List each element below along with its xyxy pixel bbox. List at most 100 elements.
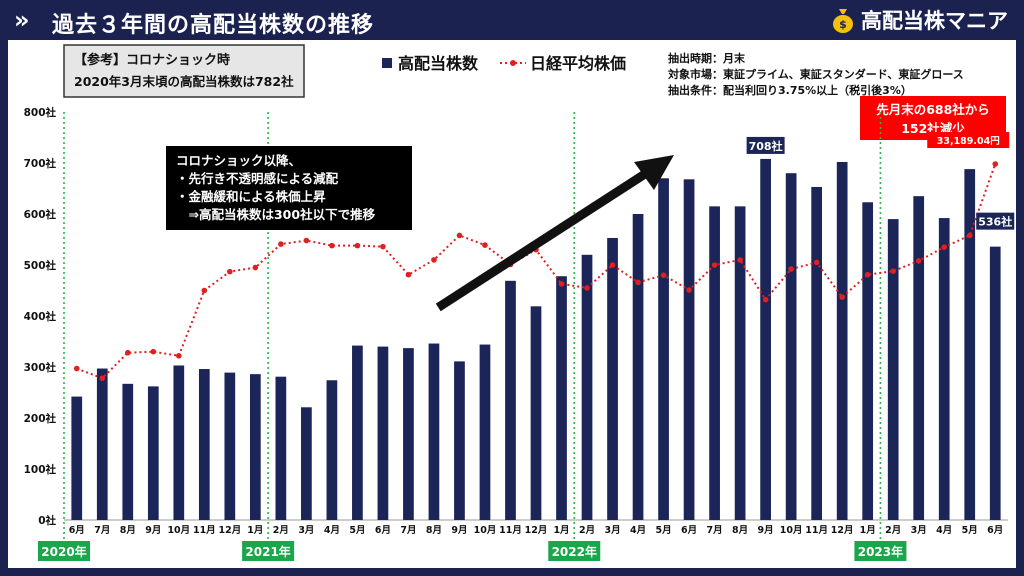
bar [734,206,746,520]
nikkei-point [660,272,667,278]
bar-value-label: 708社 [749,139,783,153]
x-tick-label: 8月 [120,525,136,536]
nikkei-point [711,262,718,268]
x-tick-label: 11月 [805,525,828,536]
nikkei-point [941,244,948,250]
reference-line2: 2020年3月末頃の高配当株数は782社 [74,74,294,89]
x-tick-label: 12月 [218,525,241,536]
svg-text:$: $ [839,18,847,31]
page-title: 過去３年間の高配当株数の推移 [52,13,375,38]
x-tick-label: 6月 [69,525,85,536]
reference-line1: 【参考】コロナショック時 [74,52,230,68]
bar [301,407,312,520]
nikkei-point [762,296,769,303]
chart-panel: 【参考】コロナショック時 2020年3月末頃の高配当株数は782社 高配当株数 … [8,40,1016,568]
year-label: 2023年 [858,544,903,559]
y-tick-label: 300社 [24,361,57,374]
bar-value-badge [976,212,1015,230]
black-callout-box: コロナショック以降、 ・先行き不透明感による減配 ・金融緩和による株価上昇 ⇒高… [166,146,412,230]
x-tick-label: 10月 [167,525,190,536]
bar [683,179,695,520]
year-badge [548,541,601,561]
bar [938,218,950,520]
y-tick-label: 200社 [24,412,57,425]
x-tick-label: 6月 [375,525,391,536]
bar [479,344,491,520]
nikkei-point [813,259,820,266]
bar [326,380,338,520]
bar [122,383,134,520]
bar [505,280,516,520]
nikkei-value-badge [927,132,1010,149]
nikkei-point [431,257,437,263]
x-tick-label: 7月 [94,525,110,536]
red-box-line1: 先月末の688社から [876,102,990,117]
x-tick-label: 1月 [860,525,876,536]
bar [556,276,567,520]
chart: 【参考】コロナショック時 2020年3月末頃の高配当株数は782社 高配当株数 … [24,44,1015,561]
callout-line4: ⇒高配当株数は300社以下で推移 [176,207,376,222]
nikkei-point [788,266,794,272]
x-tick-label: 4月 [630,525,646,536]
x-tick-label: 6月 [987,525,1003,536]
legend-line-label: 日経平均株価 [530,54,626,73]
callout-line1: コロナショック以降、 [176,153,301,168]
bar-value-label: 536社 [978,215,1012,229]
bar [785,173,797,520]
x-tick-label: 7月 [707,525,723,536]
bar [862,202,874,520]
nikkei-point [992,161,999,167]
x-tick-label: 9月 [758,525,774,536]
x-tick-label: 8月 [732,525,748,536]
nikkei-point [201,287,208,294]
conditions: 抽出時期：月末 対象市場：東証プライム、東証スタンダード、東証グロース 抽出条件… [667,51,964,97]
nikkei-point [227,268,233,275]
x-tick-label: 11月 [499,525,522,536]
nikkei-point [839,294,845,300]
x-tick-label: 9月 [451,525,467,536]
bar [71,396,83,520]
bar [658,178,669,521]
legend-bar-swatch [382,58,392,68]
condition-2: 対象市場：東証プライム、東証スタンダード、東証グロース [667,67,964,81]
bar [530,306,542,520]
nikkei-point [482,242,488,248]
bar [811,186,823,520]
x-tick-label: 2月 [885,525,901,536]
bar [887,219,899,520]
nikkei-point [609,262,616,268]
x-tick-label: 5月 [656,525,672,536]
x-tick-label: 4月 [324,525,340,536]
x-tick-label: 2月 [579,525,595,536]
x-tick-label: 1月 [247,525,263,536]
year-label: 2021年 [245,544,290,559]
bar [352,345,363,520]
bar [836,161,848,520]
nikkei-point [558,281,565,287]
x-tick-label: 12月 [831,525,854,536]
nikkei-value-label: 33,189.04円 [937,136,1000,147]
bar [377,346,389,520]
condition-3: 抽出条件：配当利回り3.75%以上（税引後3%） [668,83,912,97]
y-tick-label: 100社 [24,463,57,476]
y-tick-label: 700社 [24,157,57,170]
bar [581,254,593,521]
y-tick-label: 600社 [24,208,57,221]
nikkei-point [303,237,310,244]
year-badge [242,541,295,561]
bar [224,372,236,520]
nikkei-point [864,271,871,278]
bar [275,376,287,520]
bar [147,386,159,520]
brand-logo: $ 高配当株マニア [831,5,1008,35]
double-chevron-icon: » [14,6,30,34]
nikkei-point [890,268,896,274]
x-tick-label: 10月 [474,525,497,536]
x-tick-label: 3月 [604,525,620,536]
year-badge [854,541,907,561]
x-tick-label: 4月 [936,525,952,536]
nikkei-point [584,285,590,291]
bar [249,374,261,520]
bar [760,158,771,521]
year-label: 2022年 [552,544,597,559]
